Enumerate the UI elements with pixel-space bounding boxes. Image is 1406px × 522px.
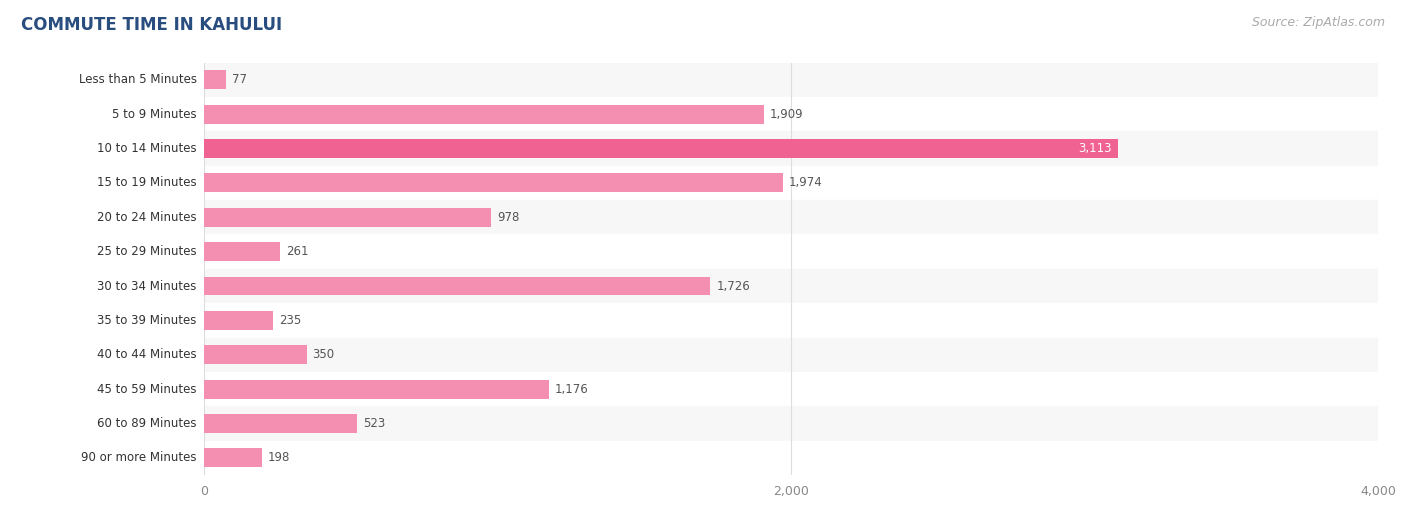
Bar — [204, 338, 1378, 372]
Text: 35 to 39 Minutes: 35 to 39 Minutes — [97, 314, 197, 327]
Text: 235: 235 — [278, 314, 301, 327]
Text: 1,726: 1,726 — [716, 279, 749, 292]
Bar — [204, 166, 1378, 200]
Text: 978: 978 — [496, 211, 519, 224]
Bar — [204, 379, 548, 399]
Bar — [204, 269, 1378, 303]
Bar — [204, 406, 1378, 441]
Text: Less than 5 Minutes: Less than 5 Minutes — [79, 73, 197, 86]
Bar — [204, 441, 1378, 475]
Bar — [204, 372, 1378, 406]
Text: 523: 523 — [363, 417, 385, 430]
Bar — [204, 345, 307, 364]
Bar — [204, 414, 357, 433]
Bar — [204, 242, 280, 261]
Text: 25 to 29 Minutes: 25 to 29 Minutes — [97, 245, 197, 258]
Text: 5 to 9 Minutes: 5 to 9 Minutes — [112, 108, 197, 121]
Text: 261: 261 — [287, 245, 309, 258]
Bar — [204, 105, 765, 124]
Text: 1,909: 1,909 — [770, 108, 804, 121]
Text: 30 to 34 Minutes: 30 to 34 Minutes — [97, 279, 197, 292]
Bar — [204, 311, 273, 330]
Text: COMMUTE TIME IN KAHULUI: COMMUTE TIME IN KAHULUI — [21, 16, 283, 33]
Bar — [204, 200, 1378, 234]
Bar — [204, 97, 1378, 132]
Bar — [204, 173, 783, 193]
Text: 90 or more Minutes: 90 or more Minutes — [82, 452, 197, 465]
Text: 10 to 14 Minutes: 10 to 14 Minutes — [97, 142, 197, 155]
Bar — [204, 234, 1378, 269]
Bar — [204, 277, 710, 295]
Bar — [204, 139, 1118, 158]
Text: 45 to 59 Minutes: 45 to 59 Minutes — [97, 383, 197, 396]
Text: 3,113: 3,113 — [1078, 142, 1112, 155]
Bar — [204, 448, 262, 467]
Text: 1,176: 1,176 — [555, 383, 589, 396]
Text: 15 to 19 Minutes: 15 to 19 Minutes — [97, 176, 197, 189]
Text: 20 to 24 Minutes: 20 to 24 Minutes — [97, 211, 197, 224]
Bar — [204, 63, 1378, 97]
Text: 1,974: 1,974 — [789, 176, 823, 189]
Text: 60 to 89 Minutes: 60 to 89 Minutes — [97, 417, 197, 430]
Text: Source: ZipAtlas.com: Source: ZipAtlas.com — [1251, 16, 1385, 29]
Text: 350: 350 — [312, 348, 335, 361]
Text: 77: 77 — [232, 73, 247, 86]
Bar — [204, 208, 491, 227]
Bar — [204, 303, 1378, 338]
Text: 40 to 44 Minutes: 40 to 44 Minutes — [97, 348, 197, 361]
Text: 198: 198 — [269, 452, 290, 465]
Bar — [204, 70, 226, 89]
Bar — [204, 132, 1378, 166]
